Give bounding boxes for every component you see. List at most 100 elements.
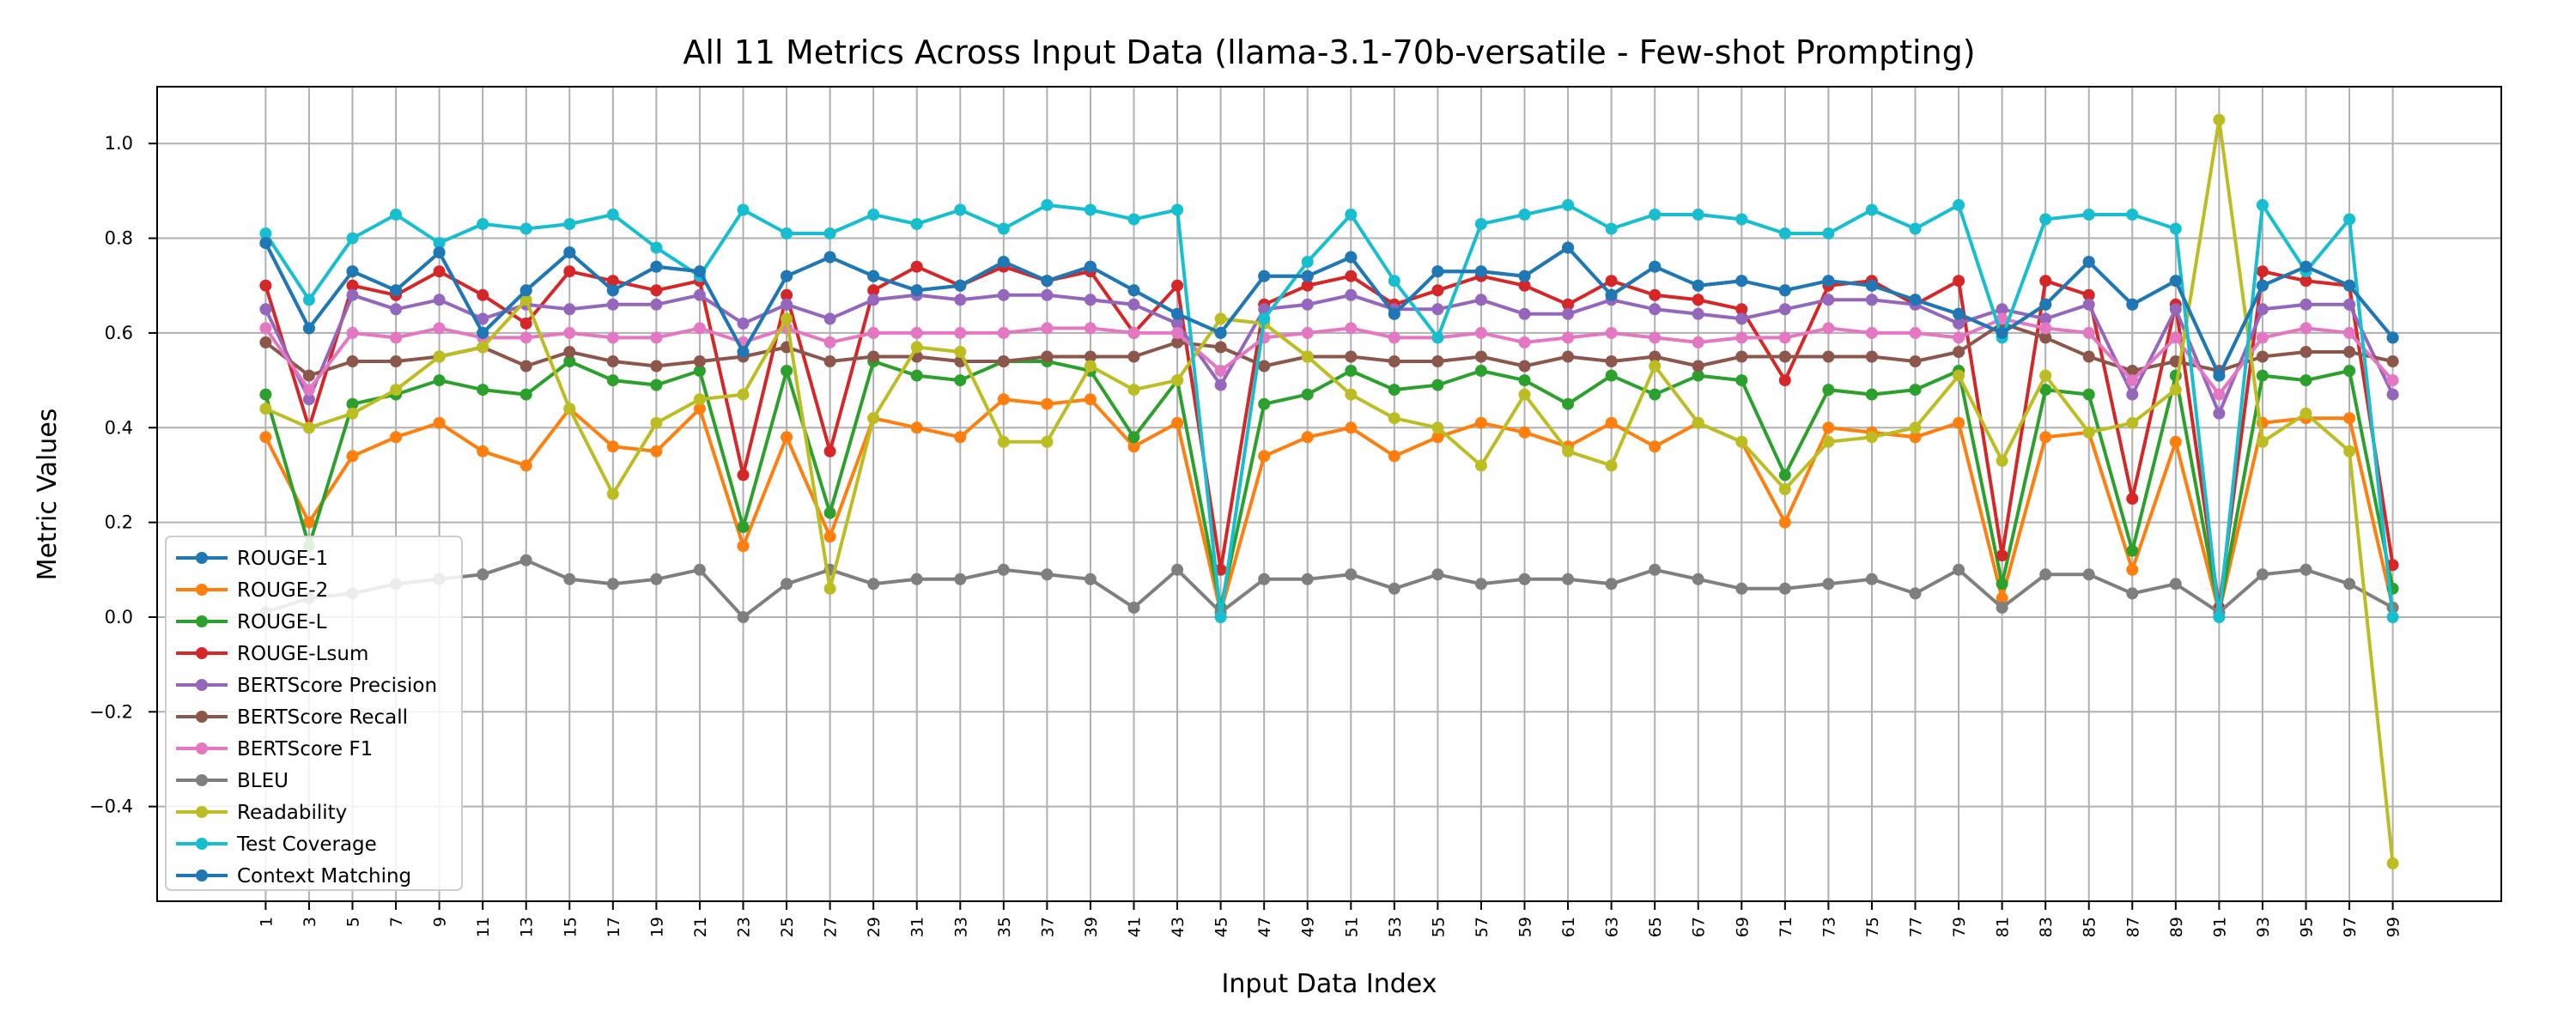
data-point — [2386, 355, 2399, 367]
data-point — [563, 573, 576, 585]
data-point — [2300, 260, 2312, 273]
data-point — [650, 298, 663, 311]
series-line — [264, 317, 2395, 397]
data-point — [650, 573, 663, 585]
data-point — [823, 506, 836, 519]
series-line — [264, 118, 2395, 864]
legend-marker — [196, 838, 208, 850]
data-point — [1301, 256, 1314, 269]
data-point — [1041, 198, 1054, 211]
data-point — [1388, 450, 1400, 463]
x-tick-label: 55 — [1429, 917, 1448, 937]
data-point — [2386, 331, 2399, 344]
data-point — [2039, 322, 2052, 335]
data-point — [1953, 369, 1965, 382]
legend-label: ROUGE-L — [237, 611, 327, 633]
x-tick-label: 69 — [1733, 917, 1752, 937]
data-point — [2213, 388, 2226, 401]
series-10 — [259, 237, 2399, 382]
data-point — [1692, 573, 1704, 585]
data-point — [1692, 307, 1704, 320]
x-tick-label: 63 — [1603, 917, 1622, 937]
data-point — [259, 388, 272, 401]
data-point — [2039, 568, 2052, 581]
data-point — [2300, 563, 2312, 576]
data-point — [1649, 350, 1662, 363]
data-point — [1084, 350, 1097, 363]
data-point — [519, 331, 532, 344]
data-point — [1127, 298, 1140, 311]
data-point — [433, 237, 446, 250]
data-point — [997, 563, 1010, 576]
data-point — [1431, 355, 1444, 367]
data-point — [1258, 397, 1271, 410]
data-point — [650, 416, 663, 429]
data-point — [1865, 388, 1878, 401]
data-point — [823, 355, 836, 367]
data-point — [1692, 336, 1704, 348]
data-point — [1301, 431, 1314, 444]
data-point — [1692, 360, 1704, 373]
data-point — [1084, 573, 1097, 585]
data-point — [954, 374, 967, 387]
data-point — [2039, 275, 2052, 288]
data-point — [1778, 227, 1791, 239]
x-tick-label: 77 — [1907, 917, 1926, 937]
data-point — [1649, 440, 1662, 453]
data-point — [1041, 397, 1054, 410]
data-point — [1518, 209, 1531, 221]
data-point — [346, 397, 359, 410]
data-point — [1171, 317, 1184, 330]
data-point — [2169, 275, 2182, 288]
data-point — [1301, 326, 1314, 339]
data-point — [519, 388, 532, 401]
data-point — [2256, 303, 2269, 316]
data-point — [1518, 573, 1531, 585]
data-point — [390, 384, 403, 397]
data-point — [1953, 331, 1965, 344]
data-point — [433, 374, 446, 387]
data-point — [1735, 213, 1748, 226]
data-point — [954, 203, 967, 216]
data-point — [781, 365, 793, 377]
data-point — [693, 403, 706, 415]
data-point — [1258, 450, 1271, 463]
data-point — [910, 218, 923, 230]
data-point — [1301, 573, 1314, 585]
data-point — [781, 578, 793, 591]
x-axis-ticks: 1 3 5 7 9 11 13 15 17 19 21 23 25 27 29 31 33 35 37 39 41 43 4… — [257, 901, 2403, 937]
data-point — [1953, 416, 1965, 429]
data-point — [606, 578, 619, 591]
data-point — [997, 222, 1010, 235]
series-line — [264, 558, 2394, 619]
series-line — [264, 242, 2395, 378]
data-point — [2126, 493, 2139, 505]
data-point — [606, 331, 619, 344]
data-point — [1822, 294, 1835, 306]
data-point — [693, 265, 706, 278]
x-tick-label: 31 — [908, 917, 927, 937]
y-axis-label: Metric Values — [33, 409, 63, 581]
x-tick-label: 27 — [822, 917, 841, 937]
legend-entry: Context Matching — [176, 865, 411, 888]
data-point — [259, 431, 272, 444]
x-tick-label: 73 — [1820, 917, 1838, 937]
data-point — [477, 568, 489, 581]
data-point — [1171, 307, 1184, 320]
data-point — [1084, 322, 1097, 335]
data-point — [1649, 209, 1662, 221]
x-tick-label: 57 — [1473, 917, 1492, 937]
data-point — [781, 298, 793, 311]
data-point — [1431, 421, 1444, 434]
data-point — [390, 209, 403, 221]
data-point — [563, 326, 576, 339]
data-point — [737, 388, 750, 401]
data-point — [1518, 279, 1531, 292]
data-point — [346, 232, 359, 245]
data-point — [1084, 260, 1097, 273]
data-point — [259, 227, 272, 239]
data-point — [737, 469, 750, 482]
legend-marker — [196, 806, 208, 818]
legend-label: BLEU — [237, 770, 289, 792]
data-point — [910, 369, 923, 382]
